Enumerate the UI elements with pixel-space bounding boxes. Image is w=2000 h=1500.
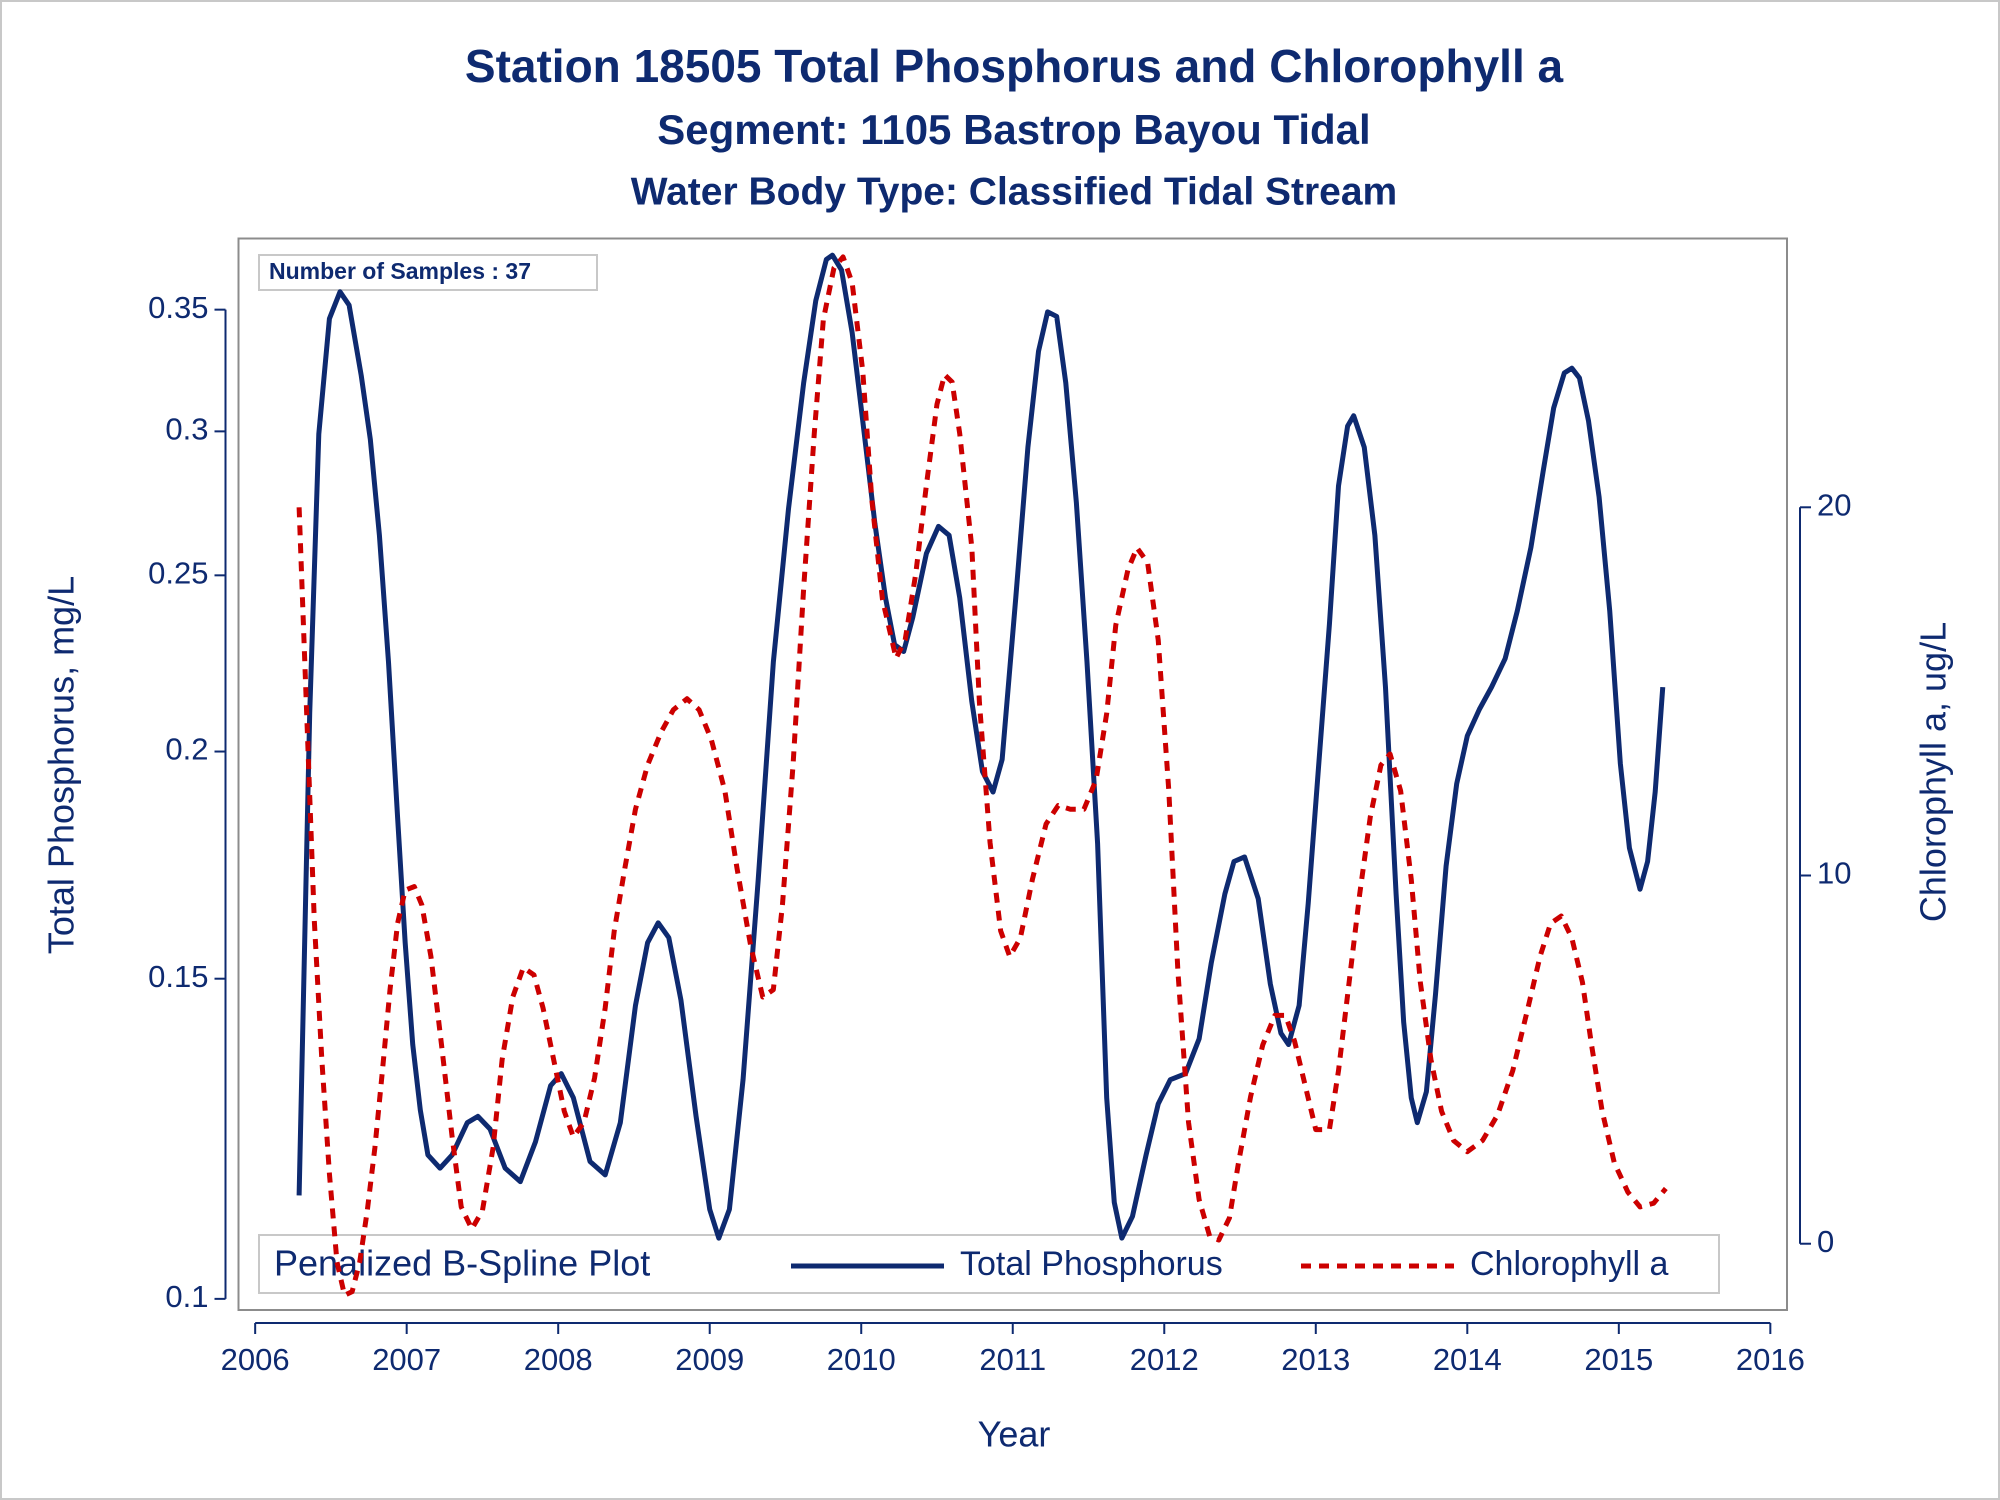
y-axis-label: Total Phosphorus, mg/L <box>41 576 82 954</box>
series-line <box>296 252 1666 1241</box>
y2-tick-label: 20 <box>1817 487 1851 522</box>
y-tick-label: 0.25 <box>148 556 208 591</box>
x-axis-label: Year <box>978 1414 1051 1455</box>
y-tick-label: 0.1 <box>165 1279 208 1314</box>
y-tick-label: 0.15 <box>148 959 208 994</box>
x-tick-label: 2006 <box>221 1342 290 1377</box>
chart-subtitle: Water Body Type: Classified Tidal Stream <box>631 170 1397 213</box>
x-tick-label: 2014 <box>1433 1342 1502 1377</box>
x-tick-label: 2011 <box>979 1342 1046 1377</box>
x-tick-label: 2010 <box>827 1342 896 1377</box>
x-tick-label: 2015 <box>1584 1342 1653 1377</box>
chart-title: Station 18505 Total Phosphorus and Chlor… <box>465 40 1564 92</box>
chart-subtitle: Segment: 1105 Bastrop Bayou Tidal <box>657 106 1370 153</box>
x-tick-label: 2012 <box>1130 1342 1199 1377</box>
x-tick-label: 2007 <box>372 1342 441 1377</box>
x-tick-label: 2009 <box>675 1342 744 1377</box>
legend-label: Total Phosphorus <box>960 1245 1223 1283</box>
legend-box <box>258 1234 1720 1294</box>
legend-label: Chlorophyll a <box>1470 1245 1669 1283</box>
annotation-box <box>258 254 598 291</box>
y2-tick-label: 10 <box>1817 856 1851 891</box>
plot-frame <box>237 237 1788 1311</box>
y-tick-label: 0.2 <box>165 732 208 767</box>
y-tick-label: 0.35 <box>148 290 208 325</box>
y-tick-label: 0.3 <box>165 412 208 447</box>
y2-axis-label: Chlorophyll a, ug/L <box>1913 622 1954 922</box>
x-tick-label: 2016 <box>1736 1342 1805 1377</box>
y2-tick-label: 0 <box>1817 1224 1834 1259</box>
x-tick-label: 2013 <box>1281 1342 1350 1377</box>
x-tick-label: 2008 <box>524 1342 593 1377</box>
legend-title: Penalized B-Spline Plot <box>274 1243 650 1284</box>
annotation: Number of Samples : 37 <box>269 258 531 284</box>
